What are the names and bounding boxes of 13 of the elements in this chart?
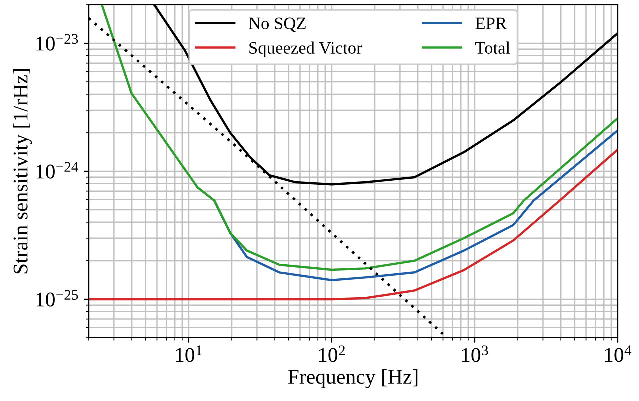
x-tick-label: 10$^{2}$ [319, 346, 345, 362]
legend-label: No SQZ [248, 18, 306, 32]
y-tick-label: 10$^{−24}$ [36, 162, 78, 179]
x-axis-title: Frequency [Hz] [288, 369, 418, 388]
x-tick-label: 10$^{1}$ [176, 346, 202, 362]
legend-label: Squeezed Victor [250, 42, 362, 58]
y-tick-label: 10$^{−25}$ [36, 290, 78, 307]
x-tick-label: 10$^{3}$ [462, 346, 488, 362]
y-tick-label: 10$^{−23}$ [36, 34, 78, 51]
x-tick-label: 10$^{4}$ [605, 346, 632, 362]
y-axis-title: Strain sensitivity [1/rHz] [13, 69, 32, 274]
legend-label: EPR [476, 18, 508, 30]
legend-label: Total [476, 42, 510, 54]
